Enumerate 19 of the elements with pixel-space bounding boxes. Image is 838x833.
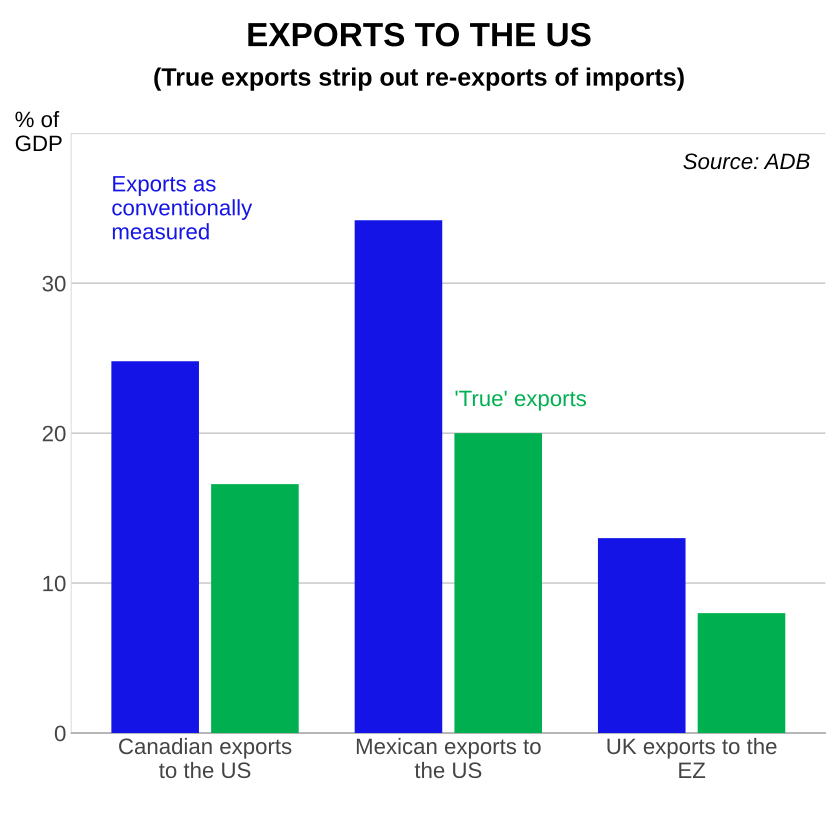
series-label: 'True' exports xyxy=(456,390,586,411)
y-tick-label: 30 xyxy=(42,276,66,292)
y-tick-label: 20 xyxy=(42,426,66,442)
annotation: Source: ADB xyxy=(683,153,810,170)
bar xyxy=(454,433,542,734)
chart-subtitle: (True exports strip out re-exports of imports) xyxy=(154,67,684,91)
bar xyxy=(598,538,686,734)
y-axis-title: % of GDP xyxy=(15,110,62,152)
bar xyxy=(698,613,786,734)
bar xyxy=(111,361,199,734)
chart-title: EXPORTS TO THE US xyxy=(248,22,591,46)
bar xyxy=(211,484,299,734)
y-tick-label: 0 xyxy=(54,726,66,742)
text: Exports as conventionally measured xyxy=(112,176,252,240)
x-tick-label: Canadian exports to the US xyxy=(119,738,292,778)
x-tick-label: Mexican exports to the US xyxy=(356,738,541,778)
bar xyxy=(354,220,442,734)
y-tick-label: 10 xyxy=(43,576,66,592)
x-tick-label: UK exports to the EZ xyxy=(607,738,776,778)
